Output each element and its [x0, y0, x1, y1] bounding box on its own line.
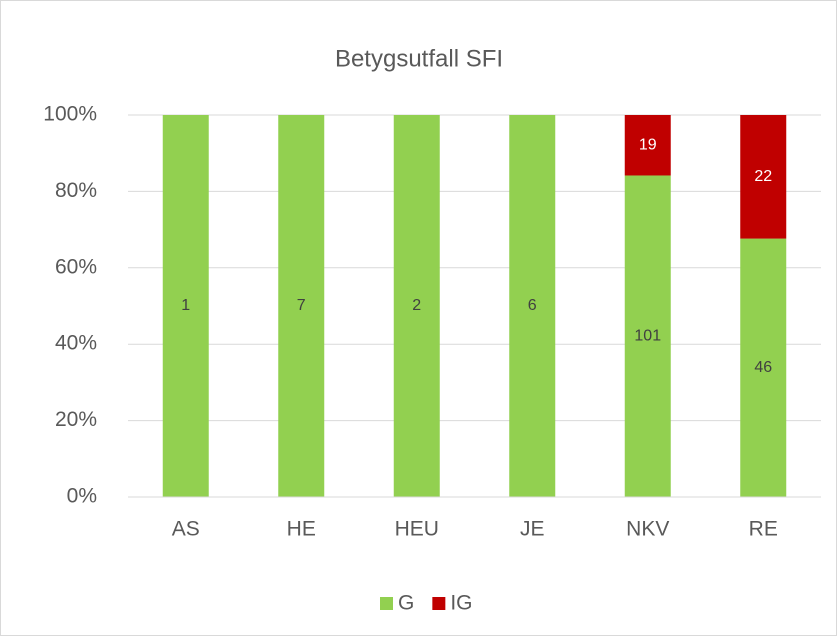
x-tick-label: NKV: [626, 518, 669, 541]
y-tick-label: 100%: [43, 103, 97, 126]
data-label: 1: [181, 297, 190, 314]
bar-segment: [509, 115, 556, 497]
bar-segment: [278, 115, 325, 497]
y-tick-label: 0%: [67, 485, 97, 508]
data-label: 46: [754, 359, 772, 376]
legend-label: IG: [450, 592, 472, 615]
data-label: 6: [528, 297, 537, 314]
data-label: 7: [297, 297, 306, 314]
bar-segment: [624, 175, 671, 497]
chart-title: Betygsutfall SFI: [335, 45, 503, 72]
x-tick-label: HE: [287, 518, 316, 541]
x-tick-label: RE: [749, 518, 778, 541]
y-tick-label: 80%: [55, 179, 97, 202]
legend-label: G: [398, 592, 414, 615]
y-tick-label: 60%: [55, 255, 97, 278]
y-tick-label: 40%: [55, 332, 97, 355]
y-tick-label: 20%: [55, 408, 97, 431]
bar-segment: [740, 238, 787, 497]
legend-swatch: [380, 597, 393, 610]
x-tick-label: AS: [172, 518, 200, 541]
x-tick-label: JE: [520, 518, 545, 541]
bar-segment: [624, 115, 671, 176]
data-label: 19: [639, 136, 657, 153]
x-tick-label: HEU: [395, 518, 439, 541]
bar-segment: [740, 115, 787, 239]
data-label: 2: [412, 297, 421, 314]
bar-segment: [162, 115, 209, 497]
legend-swatch: [432, 597, 446, 610]
bar-segment: [393, 115, 440, 497]
data-label: 101: [634, 327, 661, 344]
data-label: 22: [754, 168, 772, 185]
